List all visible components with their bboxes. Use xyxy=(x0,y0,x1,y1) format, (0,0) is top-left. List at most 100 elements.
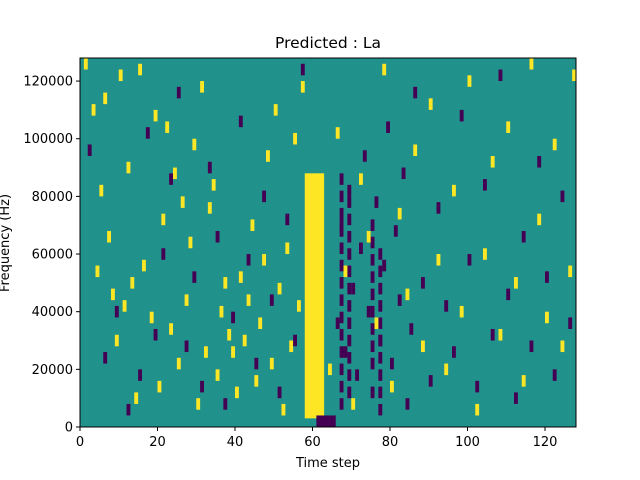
low-streak-segment xyxy=(347,213,352,226)
low-cell xyxy=(378,334,383,347)
low-cell xyxy=(200,380,204,393)
low-streak-segment xyxy=(347,317,352,329)
low-streak-segment xyxy=(347,369,352,381)
high-cell xyxy=(126,161,131,174)
high-cell xyxy=(258,317,263,329)
low-cell xyxy=(401,167,406,180)
low-cell xyxy=(506,288,511,301)
low-streak-segment xyxy=(370,323,375,335)
high-cell xyxy=(289,340,294,353)
low-streak-segment xyxy=(339,328,344,341)
low-streak-segment xyxy=(370,271,375,283)
low-cell xyxy=(223,398,228,410)
high-cell xyxy=(436,254,441,266)
low-cell xyxy=(138,369,142,381)
high-cell xyxy=(227,328,232,341)
high-cell xyxy=(459,305,464,318)
high-cell xyxy=(138,63,142,76)
low-cell xyxy=(145,127,150,139)
low-cell xyxy=(262,190,266,203)
low-streak-segment xyxy=(339,173,344,185)
low-cell xyxy=(351,282,356,295)
low-streak-segment xyxy=(347,386,352,399)
y-axis-title: Frequency (Hz) xyxy=(0,194,13,292)
low-streak-segment xyxy=(347,334,352,347)
high-cell xyxy=(552,138,557,151)
y-tick-label: 20000 xyxy=(32,363,73,378)
low-streak-segment xyxy=(370,254,375,266)
low-cell xyxy=(568,317,573,329)
high-cell xyxy=(223,277,228,289)
low-cell xyxy=(192,271,197,283)
x-tick-label: 20 xyxy=(149,435,166,450)
low-cell xyxy=(114,305,119,318)
high-cell xyxy=(537,213,542,226)
high-cell xyxy=(235,386,239,399)
high-cell xyxy=(207,202,212,214)
high-cell xyxy=(215,369,220,381)
low-cell xyxy=(529,340,534,353)
low-cell xyxy=(444,300,449,312)
low-streak-segment xyxy=(370,236,375,249)
low-cell xyxy=(293,334,297,347)
low-cell xyxy=(231,311,235,324)
high-cell xyxy=(95,265,100,278)
plot-frame xyxy=(79,57,577,428)
high-cell xyxy=(269,357,274,370)
high-cell xyxy=(130,277,135,289)
high-cell xyxy=(219,305,224,318)
high-cell xyxy=(173,167,177,180)
high-cell xyxy=(134,392,139,404)
low-streak-segment xyxy=(347,265,352,278)
low-cell xyxy=(359,242,363,255)
low-cell xyxy=(366,305,371,318)
low-cell xyxy=(490,328,495,341)
low-cell xyxy=(552,369,557,381)
y-tick-label: 0 xyxy=(65,421,73,436)
low-cell xyxy=(514,392,518,404)
high-cell xyxy=(397,207,402,220)
high-cell xyxy=(91,104,96,116)
high-cell xyxy=(506,121,511,133)
low-streak-segment xyxy=(370,219,375,231)
low-cell xyxy=(428,375,433,387)
high-cell xyxy=(359,173,363,185)
high-cell xyxy=(103,92,108,105)
x-tick-label: 60 xyxy=(304,435,321,450)
x-tick-label: 80 xyxy=(382,435,399,450)
low-cell xyxy=(560,190,565,203)
high-cell xyxy=(180,196,185,208)
high-cell xyxy=(483,248,487,260)
low-cell xyxy=(169,173,173,185)
high-cell xyxy=(107,230,111,243)
high-cell xyxy=(293,132,297,145)
low-streak-segment xyxy=(339,242,344,255)
low-streak-segment xyxy=(339,311,344,324)
high-cell xyxy=(200,81,204,93)
low-streak-segment xyxy=(378,369,383,381)
high-cell xyxy=(111,288,115,301)
y-tick-label: 120000 xyxy=(23,75,73,90)
low-streak-segment xyxy=(339,294,344,306)
low-streak-segment xyxy=(339,363,344,376)
low-cell xyxy=(355,369,359,381)
high-cell xyxy=(118,69,123,82)
high-band xyxy=(304,173,325,419)
low-cell xyxy=(246,254,251,266)
low-streak-segment xyxy=(339,207,344,220)
low-cell xyxy=(126,403,131,416)
low-streak-segment xyxy=(378,265,383,278)
high-cell xyxy=(273,104,278,116)
high-cell xyxy=(149,311,154,324)
low-cell xyxy=(397,294,402,306)
high-cell xyxy=(161,213,166,226)
low-cell xyxy=(374,196,379,208)
high-cell xyxy=(374,317,379,329)
low-cell xyxy=(285,213,290,226)
high-cell xyxy=(192,138,197,151)
low-cell xyxy=(393,225,398,237)
high-cell xyxy=(521,375,526,387)
low-cell xyxy=(343,346,348,358)
low-streak-segment xyxy=(339,277,344,289)
low-band xyxy=(316,415,336,427)
